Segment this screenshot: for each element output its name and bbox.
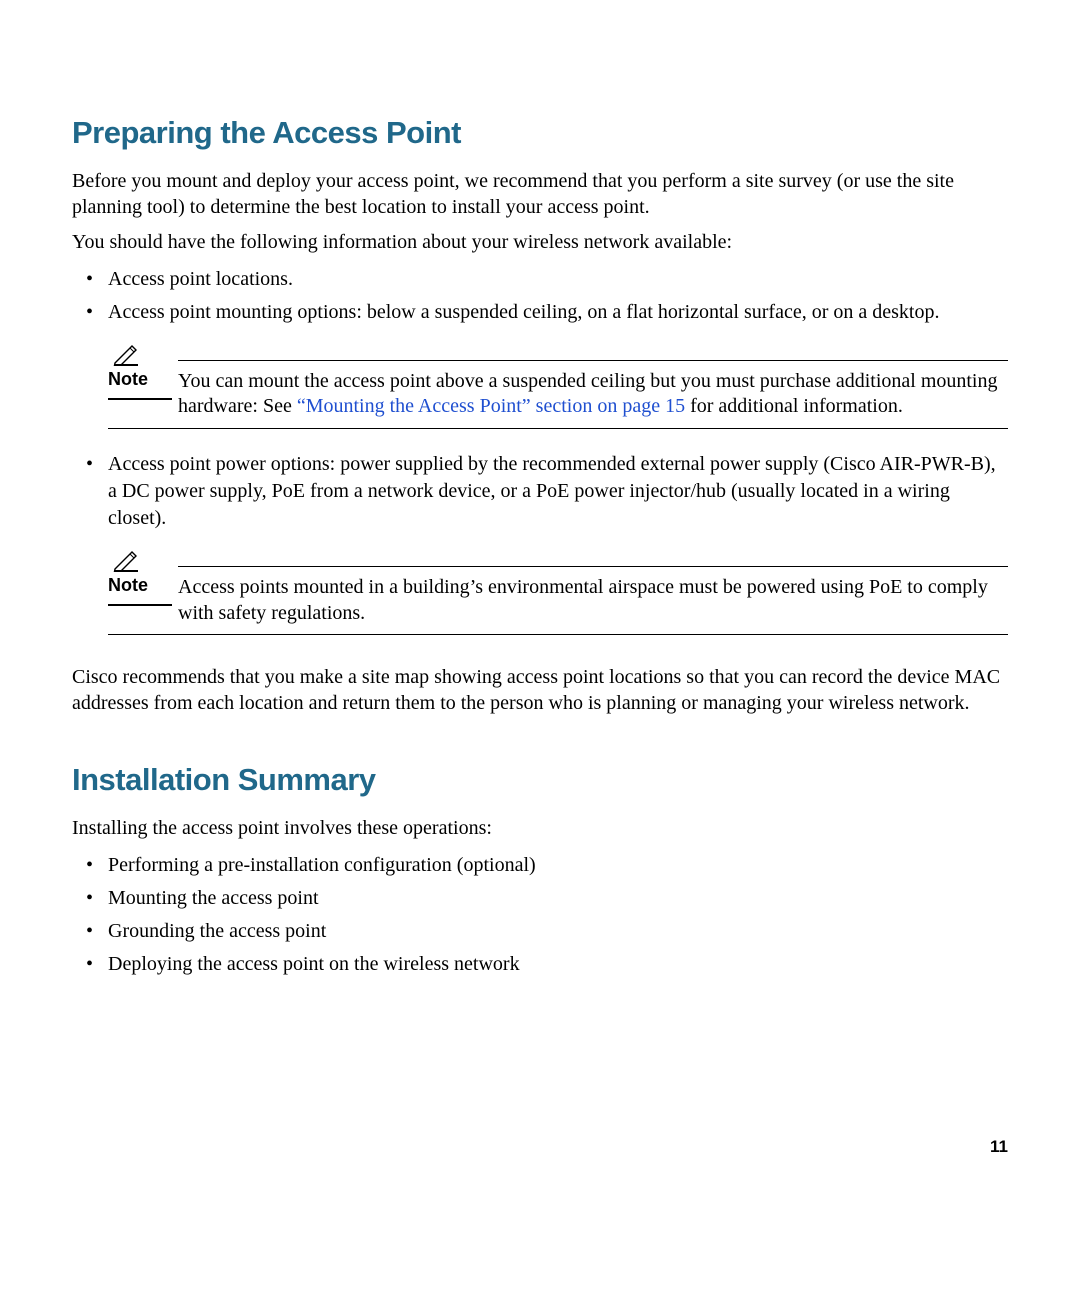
- bullet-list: Access point locations. Access point mou…: [72, 266, 1008, 326]
- pencil-note-icon: [112, 548, 140, 572]
- section-heading-installation-summary: Installation Summary: [72, 762, 1008, 798]
- list-item: Deploying the access point on the wirele…: [72, 951, 1008, 978]
- paragraph: Before you mount and deploy your access …: [72, 169, 1008, 220]
- note-label-cell: Note: [108, 575, 172, 606]
- note-block: Note Access points mounted in a building…: [108, 548, 1008, 635]
- note-label: Note: [108, 575, 148, 595]
- list-item: Access point mounting options: below a s…: [72, 299, 1008, 326]
- note-text-after: for additional information.: [685, 395, 903, 417]
- link-mounting-access-point[interactable]: “Mounting the Access Point” section on p…: [297, 395, 685, 417]
- note-block: Note You can mount the access point abov…: [108, 342, 1008, 429]
- list-item: Mounting the access point: [72, 885, 1008, 912]
- bullet-list: Performing a pre-installation configurat…: [72, 852, 1008, 978]
- note-rule: [178, 360, 1008, 361]
- bullet-list: Access point power options: power suppli…: [72, 451, 1008, 532]
- note-text: You can mount the access point above a s…: [172, 369, 1008, 420]
- paragraph: Cisco recommends that you make a site ma…: [72, 665, 1008, 716]
- note-text: Access points mounted in a building’s en…: [172, 575, 1008, 626]
- list-item: Grounding the access point: [72, 918, 1008, 945]
- note-header-row: [108, 342, 1008, 366]
- paragraph: Installing the access point involves the…: [72, 816, 1008, 842]
- note-content: Note Access points mounted in a building…: [108, 575, 1008, 635]
- note-label-cell: Note: [108, 369, 172, 400]
- note-rule: [178, 566, 1008, 567]
- page-number: 11: [990, 1137, 1008, 1157]
- section-heading-preparing: Preparing the Access Point: [72, 115, 1008, 151]
- note-label: Note: [108, 369, 148, 389]
- list-item: Access point locations.: [72, 266, 1008, 293]
- pencil-note-icon: [112, 342, 140, 366]
- list-item: Performing a pre-installation configurat…: [72, 852, 1008, 879]
- note-content: Note You can mount the access point abov…: [108, 369, 1008, 429]
- list-item: Access point power options: power suppli…: [72, 451, 1008, 532]
- paragraph: You should have the following informatio…: [72, 230, 1008, 256]
- note-header-row: [108, 548, 1008, 572]
